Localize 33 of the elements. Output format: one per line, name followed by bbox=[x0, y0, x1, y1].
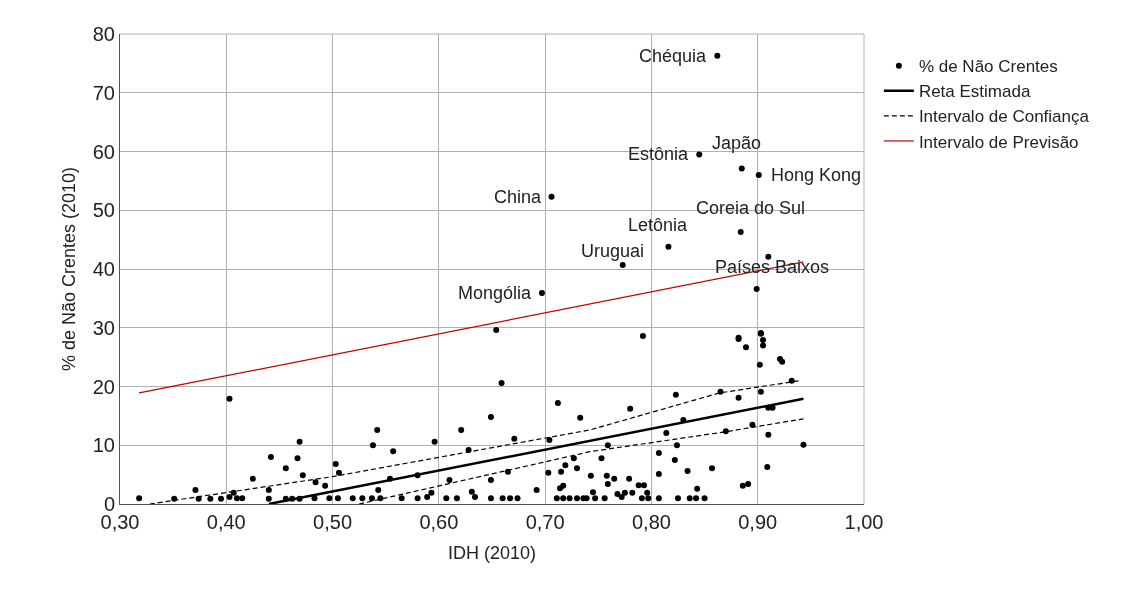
annotation: Letônia bbox=[628, 215, 689, 235]
y-tick-label: 30 bbox=[92, 316, 115, 339]
y-tick-label: 40 bbox=[92, 258, 115, 280]
legend-label: Intervalo de Confiança bbox=[918, 107, 1090, 127]
x-tick-label: 0,80 bbox=[631, 511, 671, 533]
y-tick-label: 20 bbox=[92, 375, 115, 398]
x-tick-label: 0,40 bbox=[206, 511, 246, 533]
annotation: Chéquia bbox=[639, 46, 708, 66]
x-tick-label: 1,00 bbox=[844, 511, 884, 533]
annotation: China bbox=[494, 187, 543, 207]
annotation: Japão bbox=[712, 133, 762, 153]
y-tick-label: 60 bbox=[92, 140, 115, 163]
annotation: Estônia bbox=[628, 144, 690, 164]
line-series bbox=[358, 418, 805, 504]
legend-label: Reta Estimada bbox=[918, 82, 1031, 102]
x-tick-label: 0,60 bbox=[419, 511, 459, 533]
annotation: Uruguai bbox=[581, 241, 645, 261]
y-tick-label: 80 bbox=[92, 23, 115, 45]
legend-label: Intervalo de Previsão bbox=[918, 132, 1079, 152]
x-axis-title: IDH (2010) bbox=[447, 543, 537, 564]
annotation: Hong Kong bbox=[771, 165, 862, 185]
annotation: Países Baixos bbox=[715, 257, 830, 277]
y-axis-title: % de Não Crentes (2010) bbox=[58, 166, 79, 372]
annotation: Coreia do Sul bbox=[696, 198, 806, 218]
annotation: Mongólia bbox=[458, 283, 533, 303]
line-series bbox=[149, 380, 801, 504]
y-tick-label: 50 bbox=[92, 199, 115, 222]
x-tick-label: 0,50 bbox=[313, 511, 353, 533]
x-tick-label: 0,70 bbox=[525, 511, 565, 533]
legend-label: % de Não Crentes bbox=[918, 57, 1058, 77]
x-tick-label: 0,90 bbox=[738, 511, 778, 533]
y-tick-label: 10 bbox=[92, 434, 115, 457]
y-tick-label: 70 bbox=[92, 81, 115, 104]
